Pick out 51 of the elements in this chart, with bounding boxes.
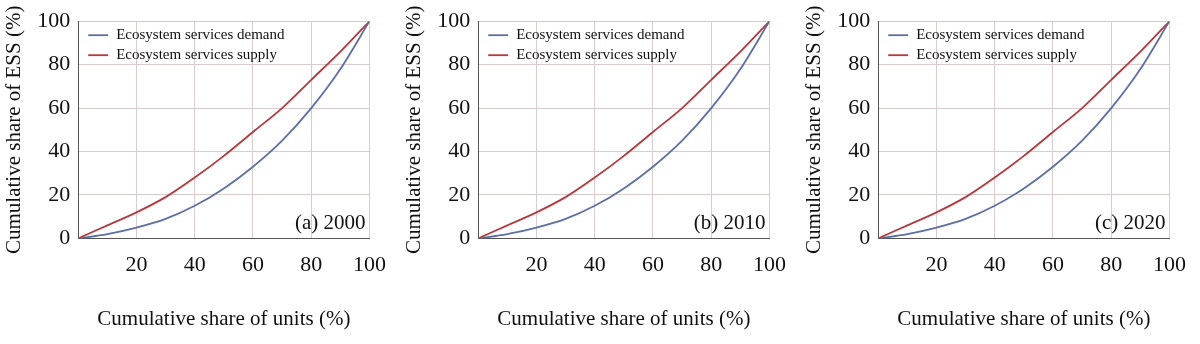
legend-label: Ecosystem services demand (916, 26, 1085, 43)
x-tick-label: 60 (1041, 251, 1064, 277)
y-tick-label: 40 (48, 137, 71, 163)
y-tick-label: 0 (459, 224, 471, 250)
y-tick-label: 40 (848, 137, 871, 163)
legend-label: Ecosystem services demand (516, 26, 685, 43)
x-tick-label: 100 (353, 251, 386, 277)
x-tick-label: 20 (125, 251, 148, 277)
x-axis-title: Cumulative share of units (%) (97, 305, 351, 330)
line-series (878, 21, 1170, 239)
y-tick-label: 0 (859, 224, 871, 250)
y-tick-label: 40 (448, 137, 471, 163)
y-tick-label: 100 (837, 6, 871, 32)
y-tick-label: 20 (448, 180, 471, 206)
x-axis-title: Cumulative share of units (%) (497, 305, 751, 330)
annotation: (b) 2010 (693, 210, 766, 235)
x-tick-label: 40 (983, 251, 1006, 277)
x-tick-label: 100 (1153, 251, 1186, 277)
legend-label: Ecosystem services supply (116, 46, 278, 63)
x-tick-label: 60 (241, 251, 264, 277)
legend-label: Ecosystem services supply (516, 46, 678, 63)
y-tick-label: 60 (448, 93, 471, 119)
legend-label: Ecosystem services supply (916, 46, 1078, 63)
x-tick-label: 80 (700, 251, 723, 277)
y-tick-label: 100 (37, 6, 71, 32)
y-axis-title: Cumulative share of ESS (%) (401, 5, 426, 255)
y-tick-label: 0 (59, 224, 71, 250)
y-tick-label: 100 (437, 6, 471, 32)
x-tick-label: 80 (300, 251, 323, 277)
legend-label: Ecosystem services demand (116, 26, 285, 43)
y-tick-label: 20 (48, 180, 71, 206)
y-tick-label: 60 (48, 93, 71, 119)
y-tick-label: 80 (448, 50, 471, 76)
annotation: (c) 2020 (1094, 210, 1166, 235)
y-tick-label: 20 (848, 180, 871, 206)
x-tick-label: 40 (183, 251, 206, 277)
x-tick-label: 80 (1100, 251, 1123, 277)
line-series (478, 21, 770, 239)
annotation: (a) 2000 (294, 210, 366, 235)
x-tick-label: 20 (525, 251, 548, 277)
x-tick-label: 60 (641, 251, 664, 277)
line-series (78, 21, 370, 239)
y-tick-label: 80 (848, 50, 871, 76)
y-tick-label: 80 (48, 50, 71, 76)
y-axis-title: Cumulative share of ESS (%) (801, 5, 826, 255)
x-tick-label: 100 (753, 251, 786, 277)
y-axis-title: Cumulative share of ESS (%) (1, 5, 26, 255)
y-tick-label: 60 (848, 93, 871, 119)
x-tick-label: 40 (583, 251, 606, 277)
x-axis-title: Cumulative share of units (%) (897, 305, 1151, 330)
x-tick-label: 20 (925, 251, 948, 277)
